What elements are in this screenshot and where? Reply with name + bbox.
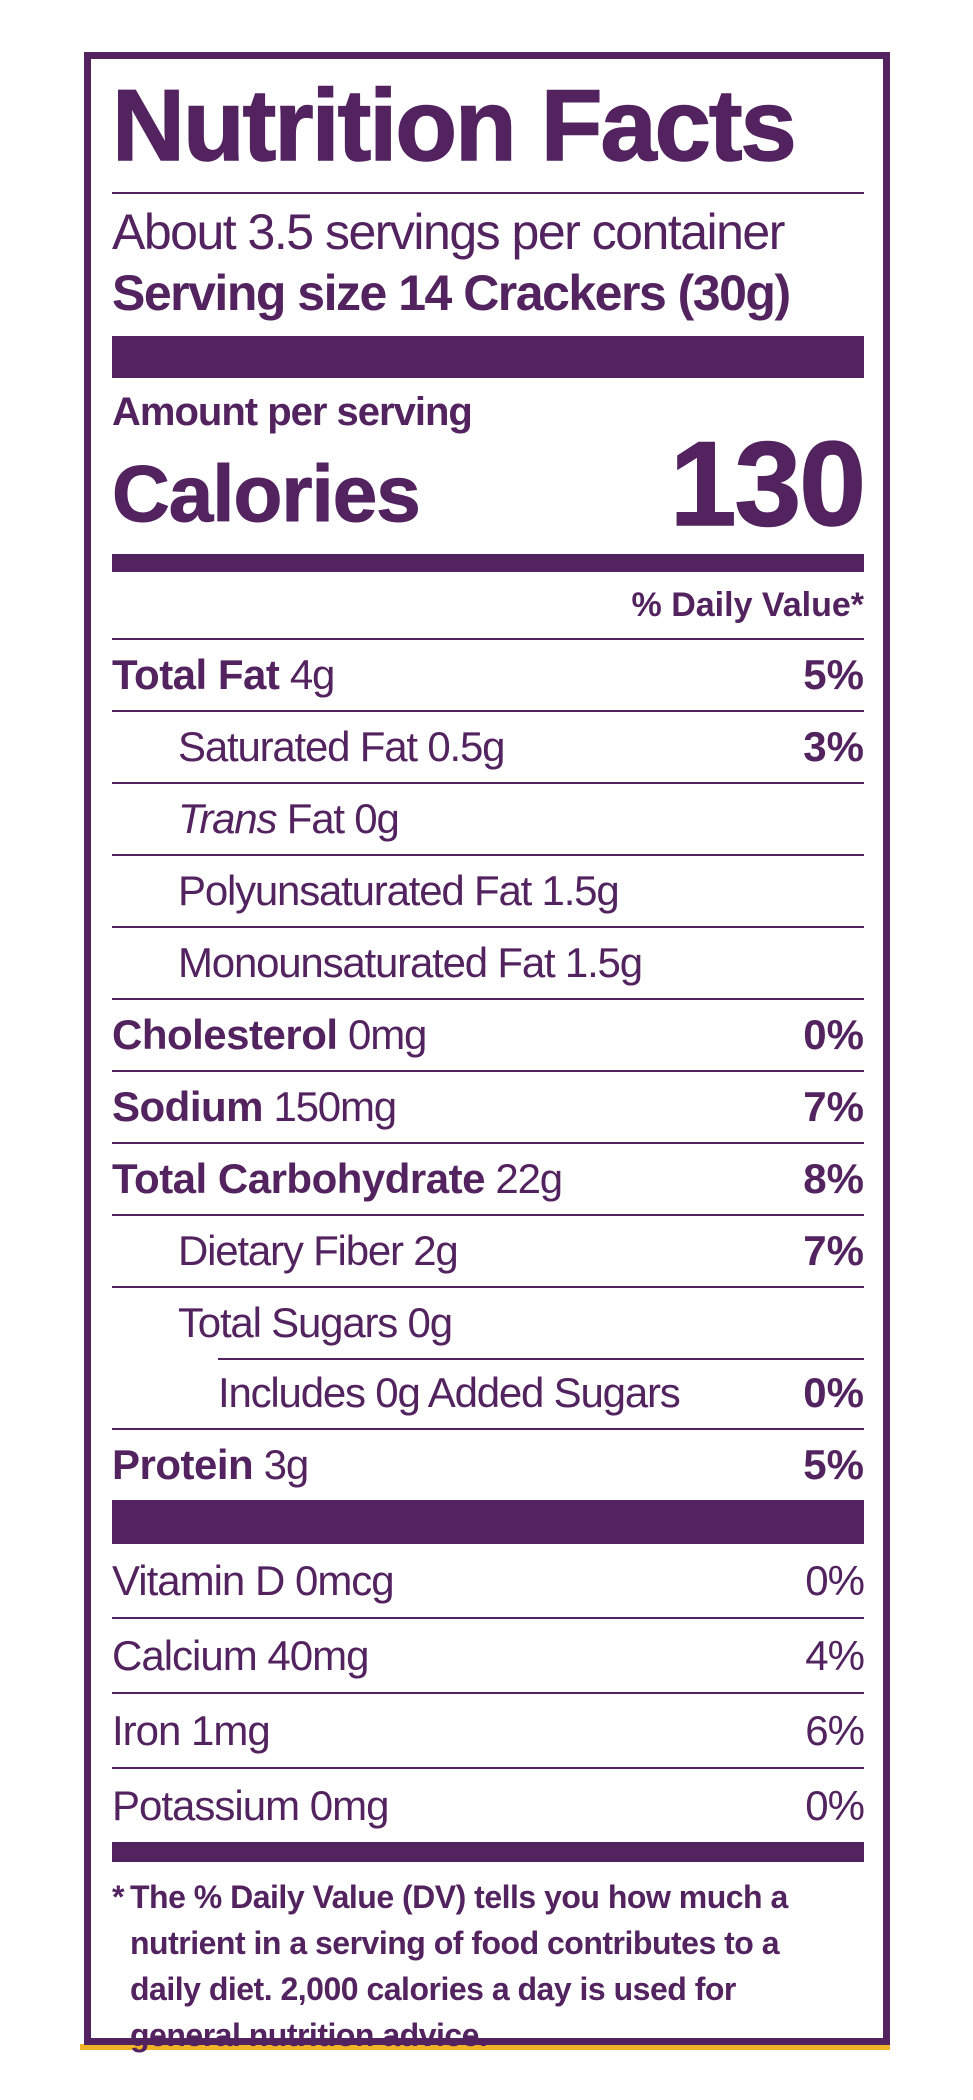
nutrient-name: Protein [112,1441,254,1488]
nutrient-row-total-carbohydrate: Total Carbohydrate 22g 8% [112,1142,864,1214]
vitamin-row-iron: Iron 1mg 6% [112,1692,865,1767]
nutrient-name: Monounsaturated Fat 1.5g [178,939,643,986]
nutrient-dv: 5% [803,1441,864,1488]
nutrient-name: Fat 0g [286,795,400,842]
nutrient-name: Saturated Fat 0.5g [178,723,505,770]
nutrient-amount: 0mg [348,1011,427,1058]
nutrient-name: Total Fat [112,651,280,698]
amount-per-serving: Amount per serving [112,390,473,434]
daily-value-footnote: * The % Daily Value (DV) tells you how mu… [112,1874,864,2058]
nutrient-row-cholesterol: Cholesterol 0mg 0% [112,998,864,1070]
nutrient-name: Total Sugars 0g [178,1299,453,1346]
vitamins-divider-bar [112,1500,864,1544]
footnote-line-4: general nutrition advice. [130,2017,488,2053]
vitamin-name: Calcium 40mg [112,1631,369,1679]
calories-label: Calories [112,449,422,539]
nutrient-row-dietary-fiber: Dietary Fiber 2g 7% [112,1214,864,1286]
calories-value: 130 [669,417,867,551]
nutrient-dv: 8% [803,1155,864,1202]
nutrient-name: Includes 0g Added Sugars [218,1369,681,1416]
nutrient-row-total-sugars: Total Sugars 0g [112,1286,864,1358]
label-title: Nutrition Facts [111,69,797,183]
nutrient-row-protein: Protein 3g 5% [112,1428,864,1500]
nutrient-dv: 3% [803,723,864,770]
nutrient-row-trans-fat: Trans Fat 0g [112,782,864,854]
vitamin-row-potassium: Potassium 0mg 0% [112,1767,865,1842]
nutrient-row-monounsaturated-fat: Monounsaturated Fat 1.5g [112,926,864,998]
nutrient-dv: 7% [803,1083,864,1130]
nutrient-row-sodium: Sodium 150mg 7% [112,1070,864,1142]
footnote-line-2: nutrient in a serving of food contribute… [130,1925,780,1961]
nutrient-dv: 0% [803,1011,864,1058]
vitamin-name: Potassium 0mg [112,1781,389,1829]
vitamin-name: Vitamin D 0mcg [112,1556,395,1604]
nutrient-amount: 22g [495,1155,563,1202]
servings-per-container: About 3.5 servings per container [112,204,785,260]
vitamin-row-calcium: Calcium 40mg 4% [112,1617,865,1692]
vitamin-dv: 0% [805,1781,865,1829]
nutrient-row-saturated-fat: Saturated Fat 0.5g 3% [112,710,864,782]
nutrient-name: Dietary Fiber 2g [178,1227,459,1274]
vitamin-dv: 6% [805,1706,865,1754]
nutrient-dv: 7% [803,1227,864,1274]
nutrient-amount: 3g [263,1441,310,1488]
nutrition-facts-label: Nutrition Facts About 3.5 servings per c… [111,60,867,2058]
serving-size: Serving size 14 Crackers (30g) [112,265,791,321]
footnote-star: * [112,1879,124,1915]
nutrient-dv: 0% [803,1369,864,1416]
vitamin-dv: 4% [805,1631,865,1679]
serving-divider-bar [112,336,864,378]
nutrient-row-total-fat: Total Fat 4g 5% [112,638,864,710]
nutrition-label-frame [84,52,890,2045]
vitamin-row-vitamin-d: Vitamin D 0mcg 0% [112,1544,865,1617]
nutrient-row-added-sugars: Includes 0g Added Sugars 0% [112,1358,864,1428]
nutrient-name: Polyunsaturated Fat 1.5g [178,867,620,914]
nutrient-dv: 5% [803,651,864,698]
title-rule [112,192,864,194]
footnote-line-1: The % Daily Value (DV) tells you how muc… [130,1879,788,1915]
nutrient-row-polyunsaturated-fat: Polyunsaturated Fat 1.5g [112,854,864,926]
nutrient-name: Sodium [112,1083,264,1130]
calories-divider-bar [112,554,864,572]
nutrient-name: Total Carbohydrate [112,1155,485,1202]
nutrient-amount: 150mg [273,1083,397,1130]
calories-row: Calories 130 [112,423,867,545]
daily-value-header: % Daily Value* [631,586,864,624]
footnote-divider-bar [112,1842,864,1862]
vitamin-name: Iron 1mg [112,1706,271,1754]
vitamin-dv: 0% [805,1556,865,1604]
nutrient-amount: 4g [289,651,336,698]
trans-italic: Trans [178,795,277,842]
footnote-line-3: daily diet. 2,000 calories a day is used… [130,1971,736,2007]
nutrient-name: Cholesterol [112,1011,338,1058]
